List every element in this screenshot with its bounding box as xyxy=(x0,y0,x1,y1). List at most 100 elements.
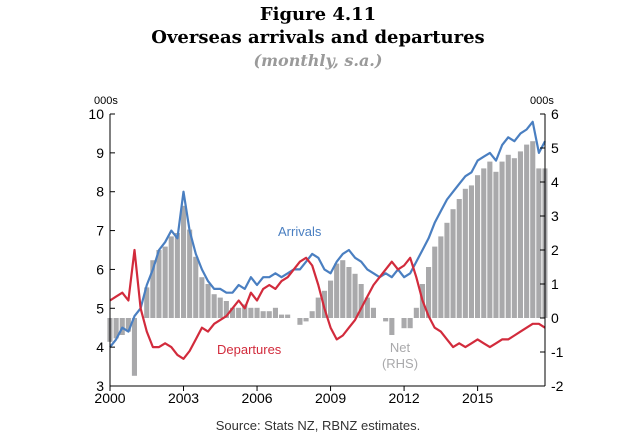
net-bar-3 xyxy=(125,318,131,332)
net-bar-41 xyxy=(358,284,364,318)
net-bar-27 xyxy=(272,307,278,318)
x-tick-label: 2003 xyxy=(168,390,199,406)
net-rhs-label: (RHS) xyxy=(382,356,418,371)
left-tick-label: 3 xyxy=(96,378,104,394)
right-tick-label: 0 xyxy=(551,310,559,326)
net-bar-32 xyxy=(303,318,309,322)
net-bar-64 xyxy=(499,161,505,318)
net-bar-69 xyxy=(530,141,536,318)
net-bar-70 xyxy=(536,168,542,318)
right-tick-label: 6 xyxy=(551,106,559,122)
x-tick-label: 2012 xyxy=(389,390,420,406)
net-bar-23 xyxy=(248,307,254,318)
net-bar-56 xyxy=(450,209,456,318)
net-bar-68 xyxy=(524,144,530,318)
right-axis-unit: 000s xyxy=(530,95,554,107)
net-bar-59 xyxy=(468,185,474,318)
net-bar-36 xyxy=(328,280,334,318)
net-bar-54 xyxy=(438,236,444,318)
axes: 3 4 5 6 7 8 9 10 -2 -1 0 1 2 3 4 5 6 2000 2003 2006 2009 2012… xyxy=(88,106,563,406)
left-tick-label: 9 xyxy=(96,145,104,161)
net-bar-21 xyxy=(236,307,242,318)
net-bar-62 xyxy=(487,161,493,318)
right-tick-label: -2 xyxy=(551,378,564,394)
net-bar-1 xyxy=(113,318,119,339)
net-bar-33 xyxy=(309,311,315,318)
net-bar-66 xyxy=(511,158,517,318)
left-tick-label: 4 xyxy=(96,339,104,355)
net-bar-16 xyxy=(205,284,211,318)
net-bar-28 xyxy=(279,314,285,318)
net-bar-61 xyxy=(481,168,487,318)
net-bar-48 xyxy=(401,318,407,329)
net-bar-9 xyxy=(162,246,168,318)
net-bar-58 xyxy=(462,188,468,318)
net-bar-34 xyxy=(315,297,321,318)
net-bar-12 xyxy=(181,205,187,318)
left-tick-label: 7 xyxy=(96,223,104,239)
net-bar-67 xyxy=(517,151,523,318)
right-tick-label: -1 xyxy=(551,344,564,360)
right-tick-label: 1 xyxy=(551,276,559,292)
net-bar-7 xyxy=(150,260,156,318)
arrivals-label: Arrivals xyxy=(278,224,322,239)
net-bar-10 xyxy=(168,236,174,318)
net-bar-39 xyxy=(346,267,352,318)
left-tick-label: 8 xyxy=(96,184,104,200)
net-bar-37 xyxy=(334,263,340,318)
net-bar-60 xyxy=(475,175,481,318)
figure-number: Figure 4.11 xyxy=(259,4,377,25)
net-bar-46 xyxy=(389,318,395,335)
right-tick-label: 5 xyxy=(551,140,559,156)
net-bar-13 xyxy=(187,229,193,318)
net-bar-22 xyxy=(242,304,248,318)
net-bar-65 xyxy=(505,154,511,318)
net-bar-45 xyxy=(383,318,389,322)
net-bar-42 xyxy=(364,297,370,318)
x-tick-label: 2015 xyxy=(462,390,493,406)
x-tick-label: 2006 xyxy=(241,390,272,406)
net-bar-24 xyxy=(254,307,260,318)
net-bar-63 xyxy=(493,171,499,318)
x-tick-label: 2000 xyxy=(94,390,125,406)
arrivals-line xyxy=(109,120,546,348)
net-bar-2 xyxy=(119,318,125,335)
net-bar-15 xyxy=(199,277,205,318)
source-note: Source: Stats NZ, RBNZ estimates. xyxy=(215,418,421,433)
net-bar-20 xyxy=(230,307,236,318)
net-bar-38 xyxy=(340,260,346,318)
net-bar-29 xyxy=(285,314,291,318)
net-bar-18 xyxy=(217,297,223,318)
left-tick-label: 10 xyxy=(88,106,104,122)
right-tick-label: 4 xyxy=(551,174,559,190)
net-bar-6 xyxy=(144,287,150,318)
net-bar-53 xyxy=(432,246,438,318)
x-tick-label: 2009 xyxy=(315,390,346,406)
chart-title: Overseas arrivals and departures xyxy=(151,27,485,48)
departures-line xyxy=(109,248,546,360)
left-tick-label: 5 xyxy=(96,300,104,316)
net-bar-14 xyxy=(193,256,199,318)
left-axis-unit: 000s xyxy=(94,95,118,107)
departures-label: Departures xyxy=(217,342,282,357)
net-bar-40 xyxy=(352,273,358,318)
net-label: Net xyxy=(390,340,411,355)
net-bar-17 xyxy=(211,294,217,318)
net-bar-19 xyxy=(223,301,229,318)
series-lines xyxy=(109,120,546,360)
net-bar-43 xyxy=(370,307,376,318)
net-bar-31 xyxy=(297,318,303,325)
net-bar-8 xyxy=(156,250,162,318)
net-bar-26 xyxy=(266,311,272,318)
net-bar-55 xyxy=(444,222,450,318)
chart-subtitle: (monthly, s.a.) xyxy=(253,51,383,70)
net-bar-52 xyxy=(426,267,432,318)
net-bar-50 xyxy=(413,307,419,318)
right-tick-label: 3 xyxy=(551,208,559,224)
right-tick-label: 2 xyxy=(551,242,559,258)
net-bar-25 xyxy=(260,311,266,318)
net-bar-4 xyxy=(131,318,137,376)
net-bar-11 xyxy=(174,233,180,318)
net-bar-57 xyxy=(456,199,462,318)
